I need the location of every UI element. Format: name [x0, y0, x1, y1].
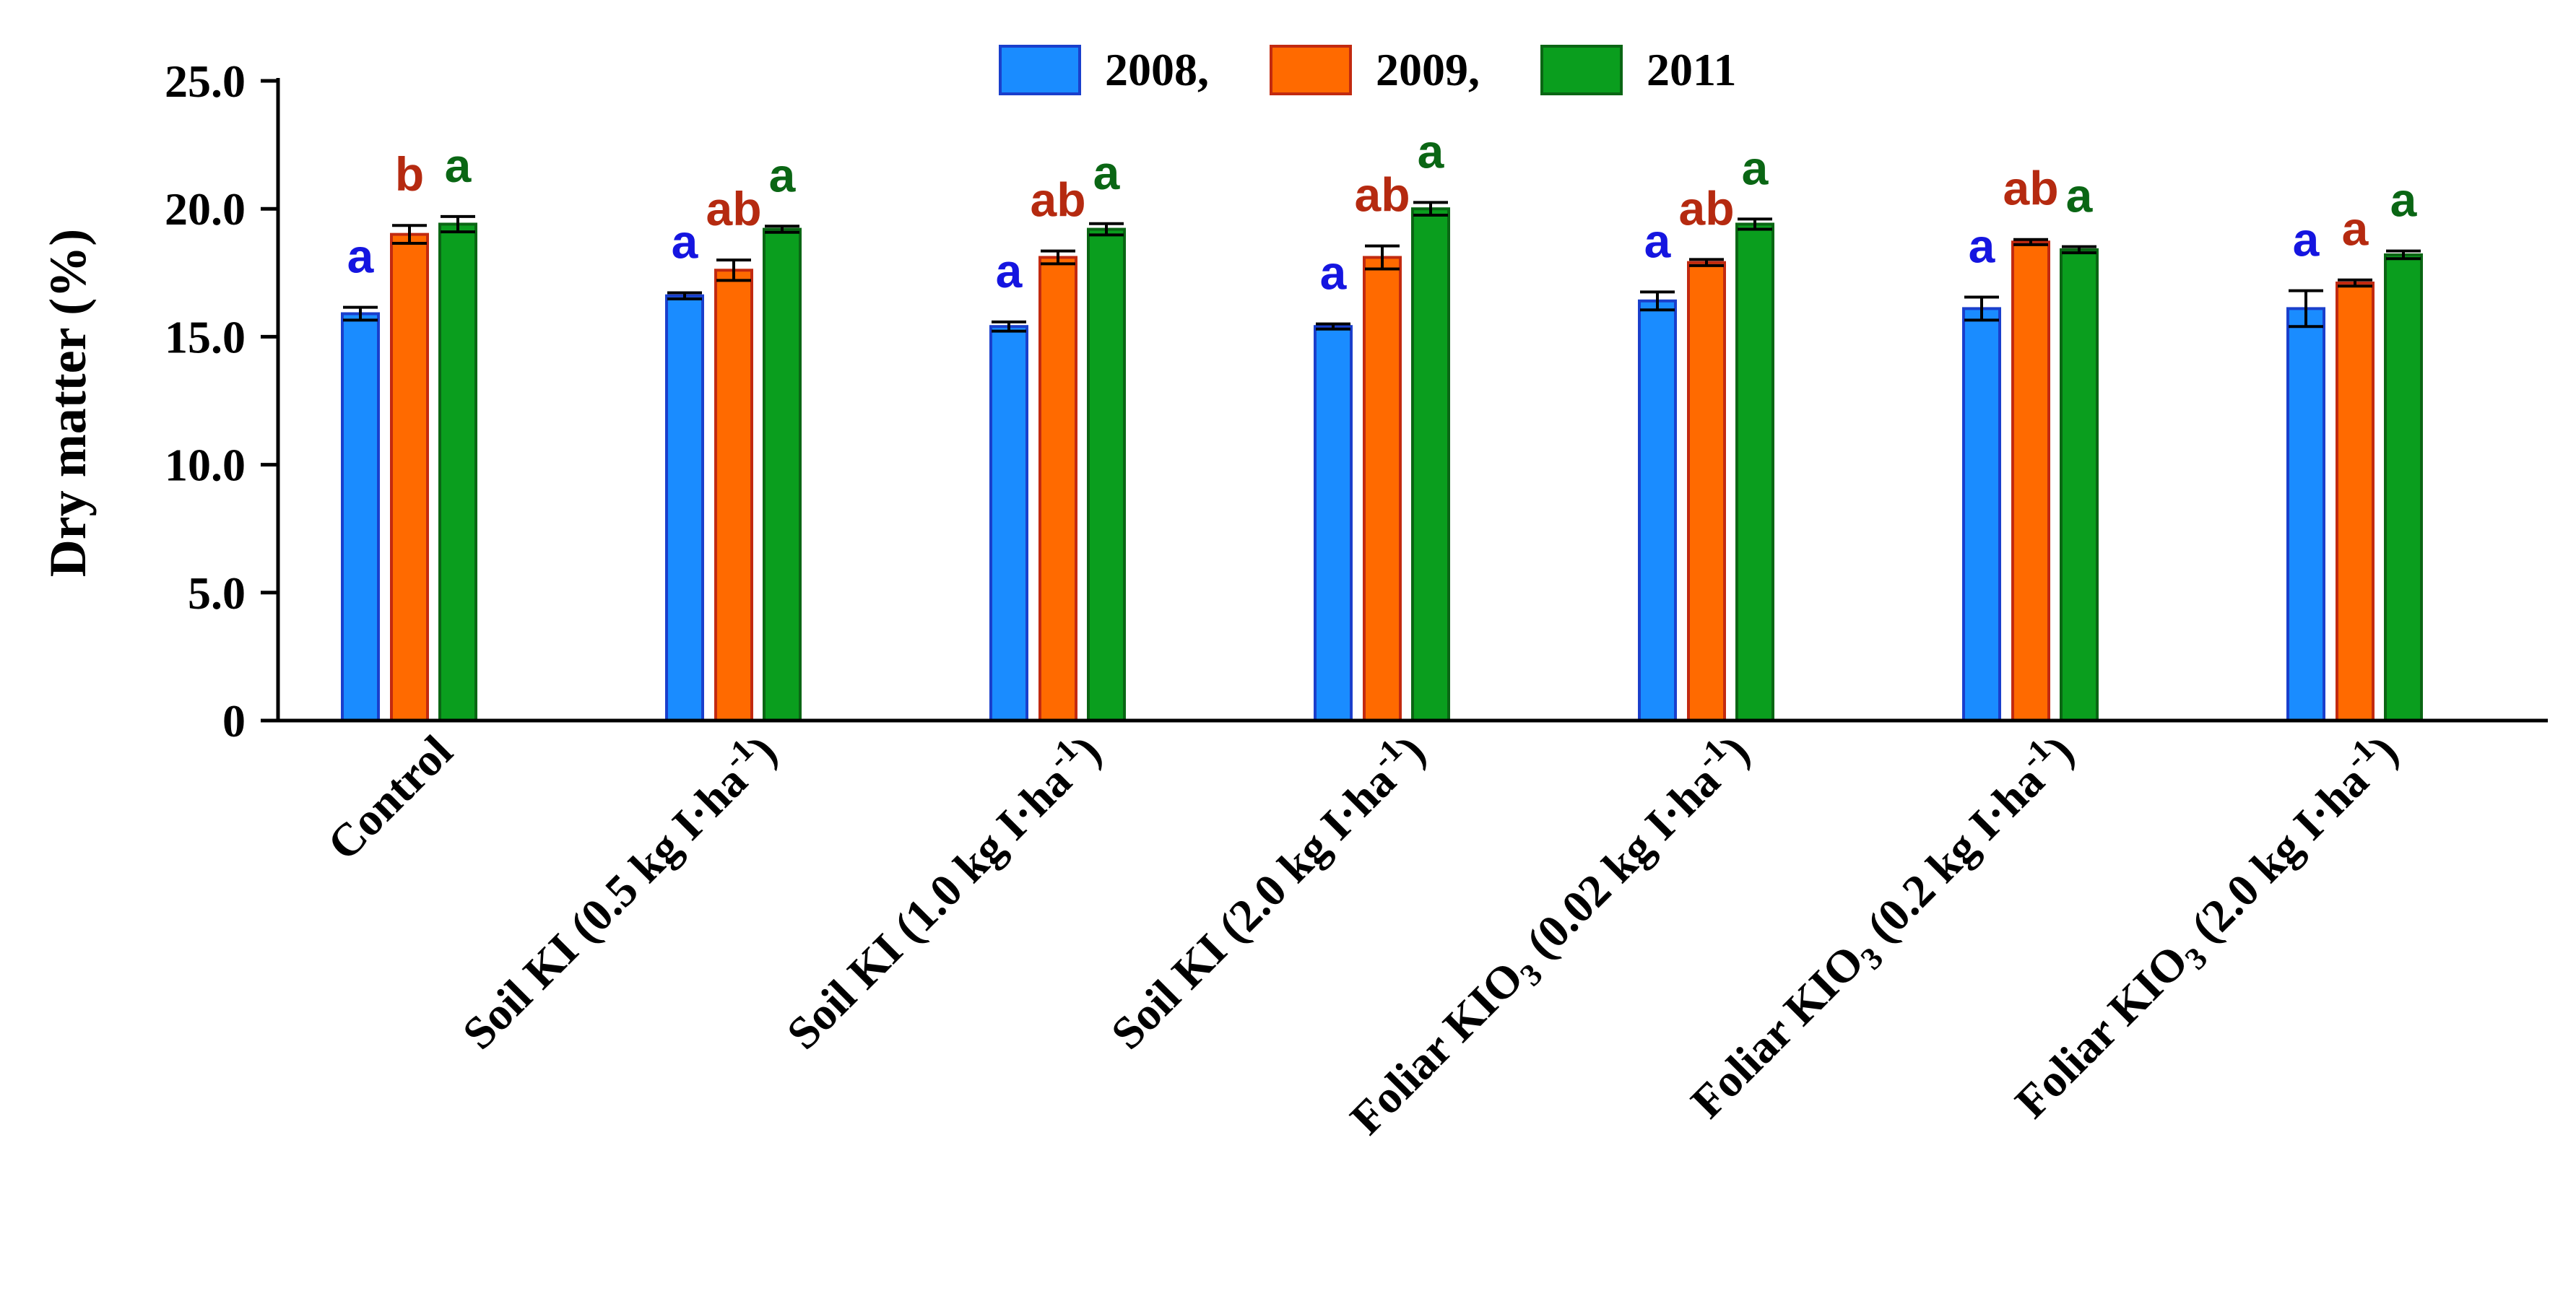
y-tick-label: 0 — [222, 695, 246, 747]
significance-letter: a — [1320, 246, 1348, 300]
legend: 2008, 2009, 2011 — [999, 44, 1736, 95]
bar-2008-6 — [2286, 307, 2325, 722]
y-tick-label: 15.0 — [165, 311, 246, 362]
significance-letter: ab — [1678, 181, 1734, 235]
bar-2009-2 — [1038, 256, 1077, 722]
significance-letter: a — [1418, 124, 1445, 178]
significance-letter: ab — [1030, 173, 1085, 227]
bar-2009-6 — [2336, 281, 2375, 722]
significance-letter: a — [2293, 213, 2320, 266]
bar-2009-3 — [1363, 256, 1402, 722]
legend-swatch — [1540, 45, 1623, 95]
x-tick-label: Control — [318, 726, 462, 870]
bar-2008-1 — [665, 294, 704, 723]
significance-letter: a — [347, 230, 375, 283]
significance-letter: a — [672, 214, 699, 268]
legend-swatch — [999, 45, 1081, 95]
bar-2008-2 — [989, 325, 1028, 722]
significance-letter: a — [445, 139, 472, 192]
significance-letter: a — [2342, 202, 2369, 256]
significance-letter: a — [1644, 214, 1672, 267]
significance-letter: ab — [2003, 162, 2058, 215]
y-tick-label: 5.0 — [188, 567, 246, 619]
bar-2011-3 — [1411, 207, 1450, 722]
bars — [341, 201, 2423, 723]
significance-letter: a — [1742, 141, 1769, 194]
x-tick-label: Foliar KIO3 (2.0 kg I·ha-1) — [2001, 721, 2413, 1133]
significance-letter: a — [769, 148, 797, 201]
significance-letter: ab — [1354, 168, 1410, 222]
bar-2009-0 — [390, 232, 429, 722]
bar-2011-1 — [763, 227, 802, 722]
legend-label: 2011 — [1647, 44, 1736, 95]
y-tick-label: 25.0 — [165, 56, 246, 107]
significance-letter: a — [2390, 173, 2418, 227]
y-axis-label: Dry matter (%) — [39, 229, 97, 577]
bar-2008-5 — [1962, 307, 2001, 722]
bar-2011-4 — [1735, 222, 1774, 722]
significance-letter: ab — [706, 182, 761, 235]
y-axis: 0 5.0 10.0 15.0 20.0 25.0 — [165, 56, 280, 747]
bar-2008-4 — [1638, 299, 1677, 722]
legend-label: 2009, — [1376, 44, 1480, 95]
x-tick-label: Soil KI (1.0 kg I·ha-1) — [773, 721, 1111, 1059]
legend-swatch — [1270, 45, 1352, 95]
legend-label: 2008, — [1105, 44, 1209, 95]
y-tick-label: 10.0 — [165, 440, 246, 491]
bar-2008-0 — [341, 312, 380, 722]
bar-2011-6 — [2384, 253, 2423, 722]
x-tick-label: Soil KI (0.5 kg I·ha-1) — [448, 721, 786, 1059]
significance-letter: a — [2066, 169, 2094, 222]
significance-letter: a — [1093, 146, 1121, 199]
y-tick-label: 20.0 — [165, 183, 246, 235]
x-tick-label: Soil KI (2.0 kg I·ha-1) — [1097, 721, 1435, 1059]
bar-2011-2 — [1087, 227, 1126, 722]
bar-2009-1 — [714, 269, 753, 723]
bar-2009-5 — [2011, 240, 2050, 723]
significance-letter: a — [996, 244, 1023, 297]
significance-letter: b — [395, 147, 424, 201]
bar-2009-4 — [1687, 261, 1726, 722]
bar-2011-5 — [2060, 248, 2099, 722]
bar-2011-0 — [438, 222, 477, 722]
bar-2008-3 — [1314, 325, 1353, 722]
significance-letter: a — [1969, 219, 1996, 272]
